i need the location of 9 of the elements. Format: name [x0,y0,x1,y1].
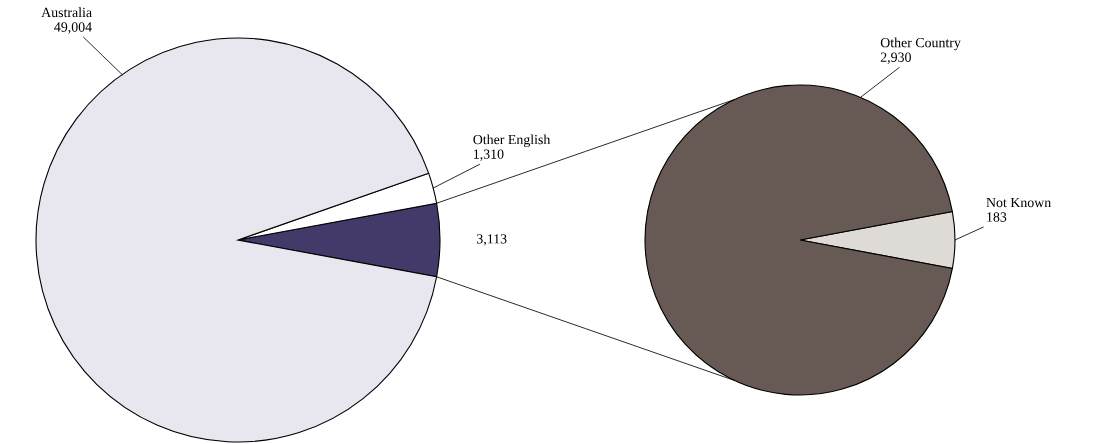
data-label: 49,004 [54,22,92,34]
data-label: 1,310 [474,149,504,161]
slice-label: Other Country [880,37,961,51]
data-label: 2,930 [880,52,911,64]
data-label: 3,113 [477,234,507,246]
slice-label: Other English [473,134,551,148]
slice-label: Australia [41,7,92,18]
slice-label: Not Known [986,197,1051,208]
data-label: 183 [987,212,1007,222]
